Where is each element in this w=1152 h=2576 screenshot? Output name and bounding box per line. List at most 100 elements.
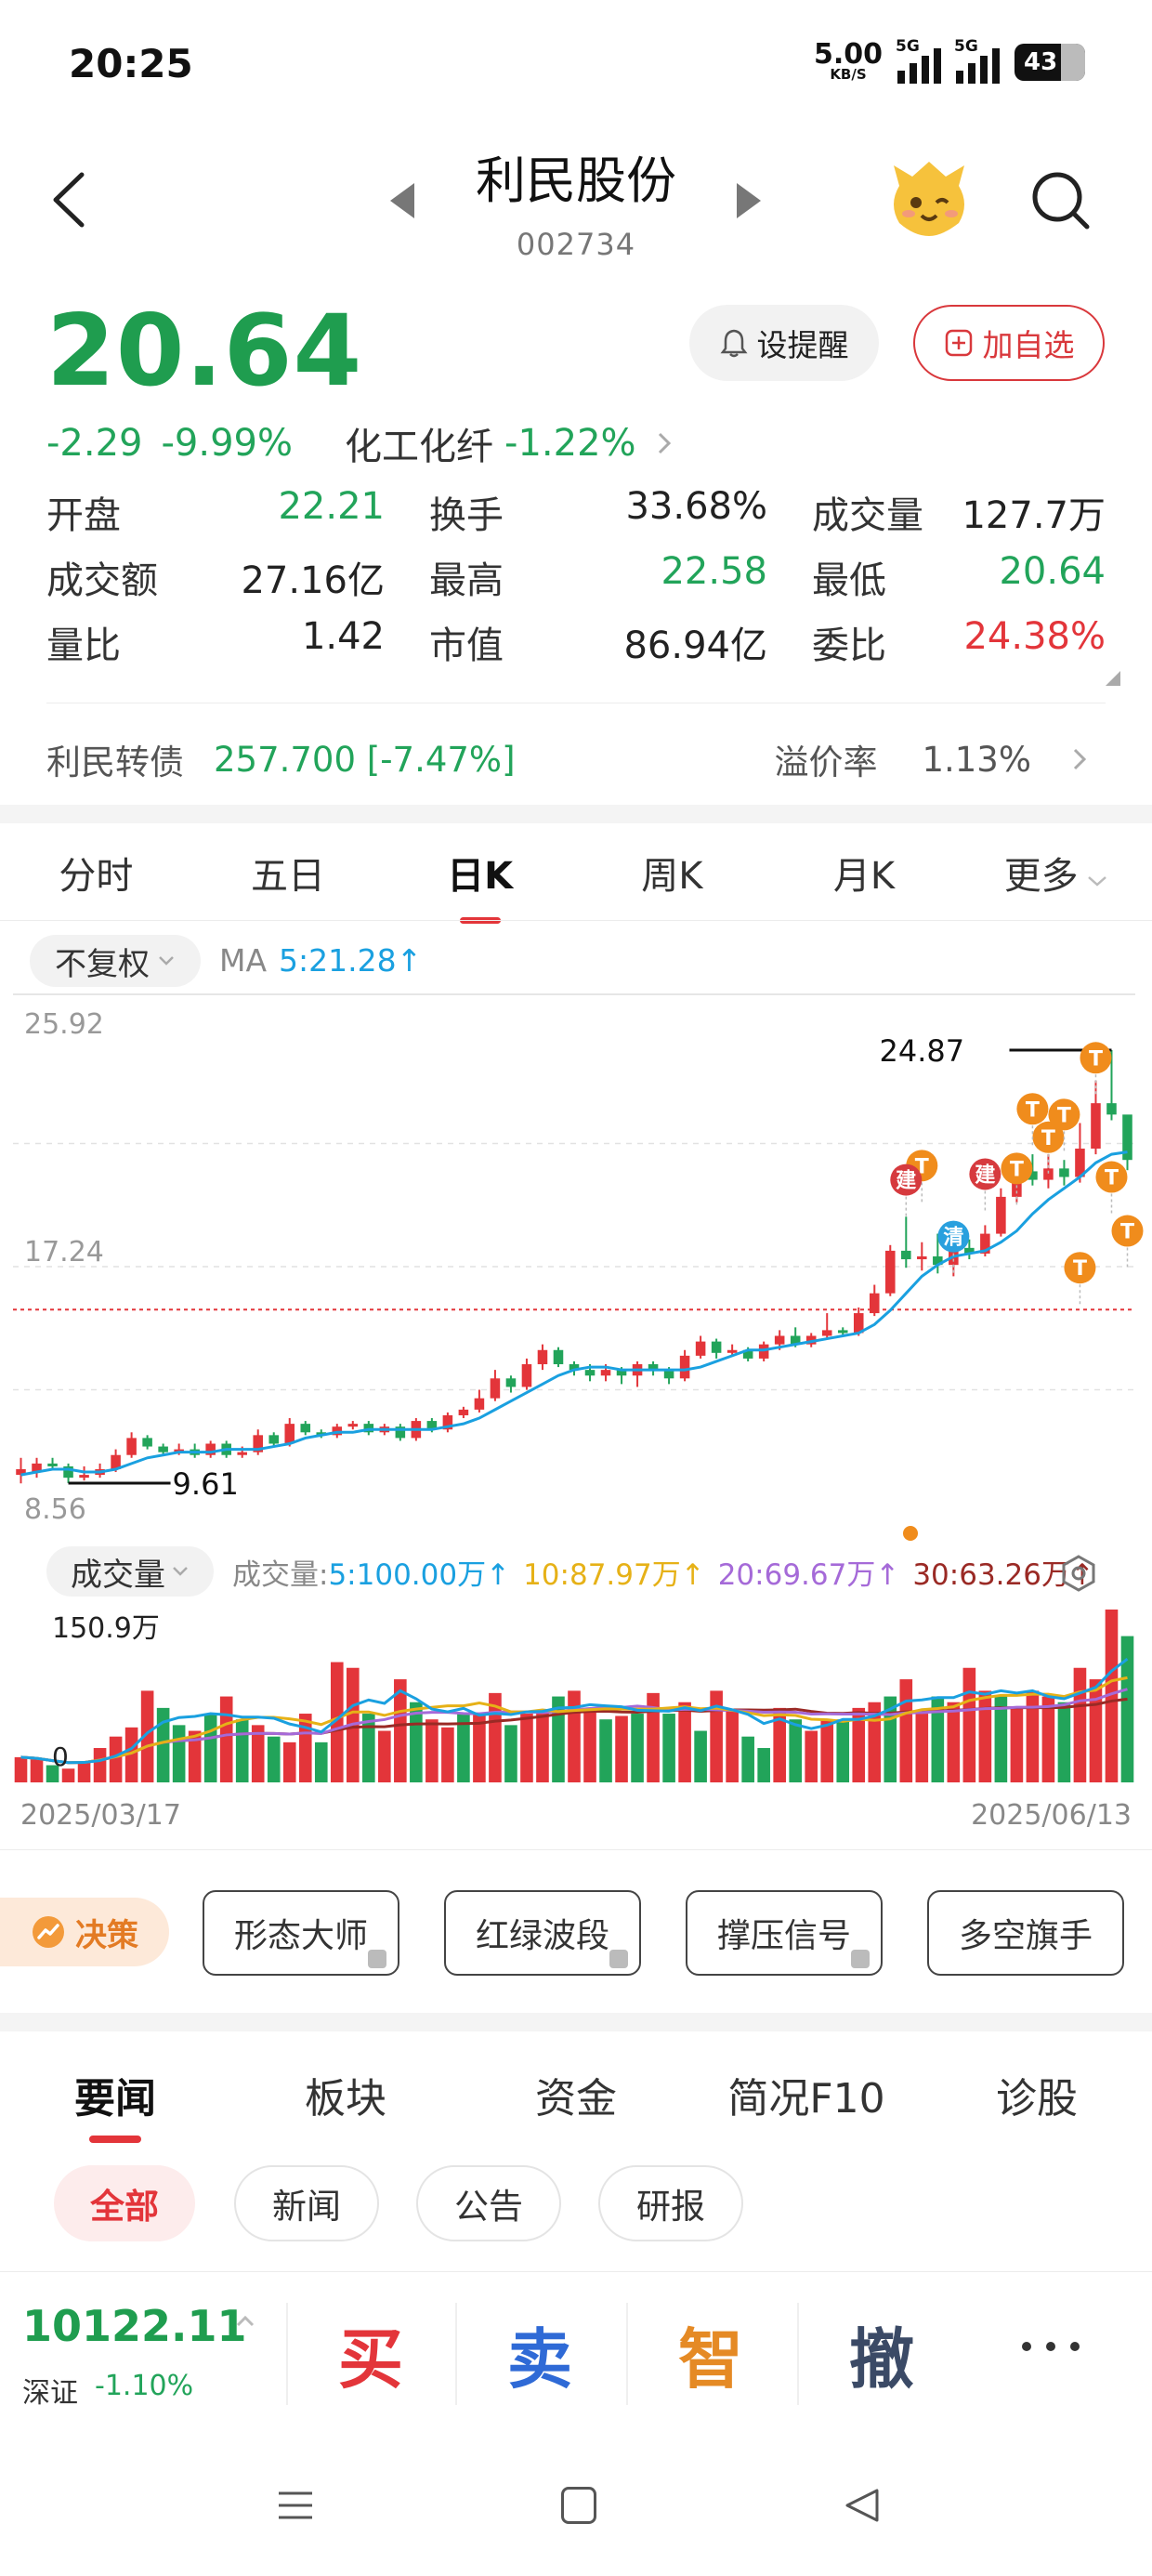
candle bbox=[569, 1364, 580, 1371]
candle bbox=[790, 1335, 801, 1345]
volume-bar bbox=[615, 1715, 628, 1782]
mascot-icon[interactable] bbox=[886, 158, 972, 238]
stat-label: 换手 bbox=[429, 494, 504, 537]
chart-tab[interactable]: 分时 bbox=[59, 855, 134, 898]
tool-button[interactable]: 撑压信号 bbox=[686, 1890, 883, 1976]
chart-tab[interactable]: 更多 bbox=[960, 836, 1152, 911]
candle bbox=[1106, 1103, 1117, 1115]
sector-change-pct[interactable]: -1.22% bbox=[504, 422, 636, 465]
tool-button[interactable]: 形态大师 bbox=[203, 1890, 399, 1976]
volume-bar bbox=[1010, 1707, 1024, 1782]
stat-cell: 最高 22.58 bbox=[429, 550, 812, 604]
candle bbox=[142, 1438, 152, 1447]
volume-indicator-dropdown[interactable]: 成交量 bbox=[46, 1546, 214, 1597]
volume-bar bbox=[1057, 1702, 1071, 1782]
settings-gear-icon[interactable] bbox=[1059, 1554, 1098, 1593]
signal-icon: 5G bbox=[954, 37, 1000, 84]
nav-back-icon[interactable] bbox=[842, 2485, 883, 2526]
candle bbox=[442, 1414, 453, 1430]
volume-bar bbox=[568, 1690, 581, 1782]
trade-button[interactable]: 撤 bbox=[797, 2303, 964, 2405]
chevron-right-icon[interactable] bbox=[655, 429, 674, 457]
volume-zero-label: 0 bbox=[52, 1741, 69, 1772]
candle bbox=[300, 1424, 311, 1433]
x-end-date: 2025/06/13 bbox=[971, 1799, 1132, 1832]
candle bbox=[1059, 1168, 1069, 1177]
volume-bar bbox=[1041, 1696, 1055, 1782]
chart-tab[interactable]: 周K bbox=[641, 855, 703, 898]
volume-bar bbox=[1073, 1667, 1087, 1782]
prev-stock-arrow-icon[interactable] bbox=[390, 183, 414, 218]
expand-corner-icon[interactable] bbox=[1106, 671, 1120, 686]
volume-chart[interactable]: 150.9万 0 bbox=[0, 1602, 1152, 1788]
volume-bar bbox=[994, 1696, 1008, 1782]
chart-tab[interactable]: 日K bbox=[384, 836, 576, 911]
trade-marker[interactable]: T bbox=[1095, 1161, 1128, 1215]
set-alert-button[interactable]: 设提醒 bbox=[689, 305, 879, 381]
news-tab[interactable]: 板块 bbox=[305, 2075, 386, 2123]
chart-tab[interactable]: 五日 bbox=[251, 855, 325, 898]
volume-bar bbox=[868, 1702, 882, 1782]
candle bbox=[758, 1344, 769, 1359]
ma-value: 5:21.28↑ bbox=[279, 942, 423, 979]
stat-value: 20.64 bbox=[999, 550, 1106, 593]
trade-marker[interactable]: T bbox=[1064, 1252, 1096, 1306]
news-tab[interactable]: 诊股 bbox=[996, 2075, 1078, 2123]
index-value[interactable]: 10122.11 bbox=[22, 2301, 247, 2351]
volume-bar bbox=[14, 1756, 28, 1782]
adjust-dropdown[interactable]: 不复权 bbox=[30, 935, 201, 987]
news-filter-chip[interactable]: 研报 bbox=[598, 2165, 743, 2241]
y-axis-label: 17.24 bbox=[24, 1236, 104, 1268]
volume-bar bbox=[552, 1696, 565, 1782]
search-icon[interactable] bbox=[1028, 167, 1093, 232]
chart-tabs: 分时 五日 日K 周K 月K 更多 bbox=[0, 836, 1152, 911]
tool-button[interactable]: 红绿波段 bbox=[444, 1890, 641, 1976]
candle bbox=[111, 1454, 121, 1469]
sector-name[interactable]: 化工化纤 bbox=[345, 426, 494, 468]
decision-tag[interactable]: 决策 bbox=[0, 1898, 169, 1966]
candle bbox=[521, 1364, 532, 1387]
more-icon[interactable] bbox=[1022, 2342, 1080, 2351]
chevron-up-icon[interactable] bbox=[234, 2310, 256, 2333]
volume-bar bbox=[726, 1711, 739, 1782]
news-filter-chip[interactable]: 公告 bbox=[416, 2165, 561, 2241]
convertible-bond-row[interactable]: 利民转债 257.700 [-7.47%] 溢价率 1.13% bbox=[46, 734, 1106, 784]
nav-menu-icon[interactable] bbox=[275, 2489, 316, 2522]
change-row: -2.29 -9.99% 化工化纤 -1.22% bbox=[46, 416, 674, 470]
low-annotation: 9.61 bbox=[173, 1466, 239, 1502]
trade-button[interactable]: 买 bbox=[286, 2303, 453, 2405]
trade-marker[interactable]: T bbox=[1111, 1215, 1144, 1268]
news-filter-chip[interactable]: 全部 bbox=[54, 2165, 195, 2241]
trade-marker[interactable]: T bbox=[1080, 1042, 1112, 1096]
trade-marker[interactable]: 建 bbox=[890, 1163, 923, 1217]
news-tab[interactable]: 要闻 bbox=[0, 2065, 230, 2124]
candle bbox=[742, 1349, 753, 1359]
chevron-right-icon[interactable] bbox=[1070, 745, 1089, 773]
trade-marker[interactable]: T bbox=[1016, 1093, 1049, 1147]
nav-home-icon[interactable] bbox=[561, 2487, 596, 2524]
news-filter-chip[interactable]: 新闻 bbox=[234, 2165, 379, 2241]
trade-marker[interactable]: 建 bbox=[969, 1158, 1001, 1212]
trade-marker[interactable]: T bbox=[1048, 1098, 1080, 1152]
volume-bar bbox=[1026, 1690, 1040, 1782]
news-tab[interactable]: 资金 bbox=[535, 2075, 617, 2123]
chart-tab[interactable]: 月K bbox=[832, 855, 896, 898]
next-stock-arrow-icon[interactable] bbox=[737, 183, 761, 218]
trade-button[interactable]: 卖 bbox=[455, 2303, 622, 2405]
back-arrow-icon[interactable] bbox=[46, 167, 93, 232]
trade-marker[interactable]: T bbox=[1001, 1152, 1033, 1206]
stock-name: 利民股份 bbox=[476, 151, 676, 210]
ma5-line bbox=[20, 1150, 1128, 1477]
vol-ma20: 20:69.67万↑ bbox=[717, 1557, 900, 1592]
add-watchlist-button[interactable]: 加自选 bbox=[913, 305, 1105, 381]
trade-button[interactable]: 智 bbox=[626, 2303, 793, 2405]
tool-button[interactable]: 多空旗手 bbox=[927, 1890, 1124, 1976]
svg-text:建: 建 bbox=[975, 1163, 995, 1187]
stat-cell: 委比 24.38% bbox=[812, 615, 1106, 669]
volume-bar bbox=[820, 1719, 834, 1782]
volume-bar bbox=[583, 1711, 596, 1782]
trade-marker[interactable]: 清 bbox=[937, 1220, 970, 1274]
trade-marker[interactable]: T bbox=[1032, 1121, 1065, 1175]
news-tab[interactable]: 简况F10 bbox=[727, 2075, 885, 2123]
